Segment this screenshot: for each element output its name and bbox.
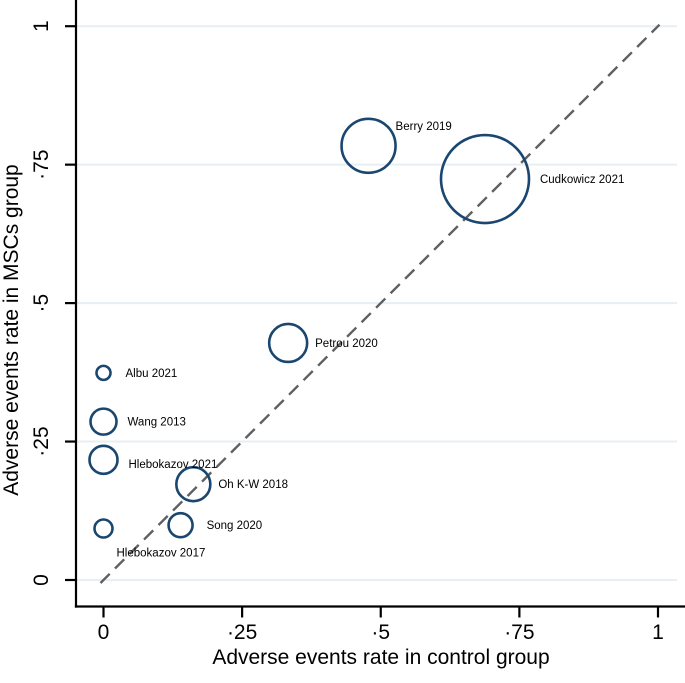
study-bubble [95,364,112,382]
study-label: Oh K-W 2018 [218,479,288,491]
axis-ticks [65,25,660,618]
study-label: Albu 2021 [126,368,178,380]
y-tick-label: 1 [30,20,53,32]
study-label: Berry 2019 [396,121,452,133]
study-label: Hlebokazov 2017 [117,548,206,560]
gridlines [77,25,677,581]
x-tick-label: ·75 [504,621,534,644]
identity-line [99,23,661,584]
study-bubble [175,465,212,503]
y-tick-label: ·5 [30,294,53,313]
y-tick-label: 0 [30,574,53,586]
study-label: Song 2020 [207,520,263,532]
study-point-labels: Albu 2021 Wang 2013 Hlebokazov 2021 Hleboka… [117,121,625,560]
study-bubble [340,117,397,175]
y-tick-label: ·25 [30,426,53,456]
x-tick-label: 1 [652,621,664,644]
identity-reference-line [99,23,661,584]
study-bubble [267,322,309,364]
x-axis-title: Adverse events rate in control group [212,646,549,669]
study-bubbles [88,117,531,539]
study-label: Cudkowicz 2021 [540,174,624,186]
study-label: Wang 2013 [128,417,186,429]
study-bubble [93,518,114,539]
study-bubble [167,511,194,539]
x-tick-label: ·25 [227,621,257,644]
y-axis-title: Adverse events rate in MSCs group [0,164,23,496]
study-bubble [439,133,531,225]
x-tick-label: 0 [98,621,110,644]
axis-tick-labels: 0 ·25 ·5 ·75 1 0 ·25 ·5 ·75 1 [30,20,664,644]
x-tick-label: ·5 [371,621,390,644]
study-label: Hlebokazov 2021 [129,459,218,471]
study-label: Petrou 2020 [315,338,378,350]
y-tick-label: ·75 [30,149,53,179]
study-bubble [89,407,118,436]
study-bubble [88,444,119,476]
